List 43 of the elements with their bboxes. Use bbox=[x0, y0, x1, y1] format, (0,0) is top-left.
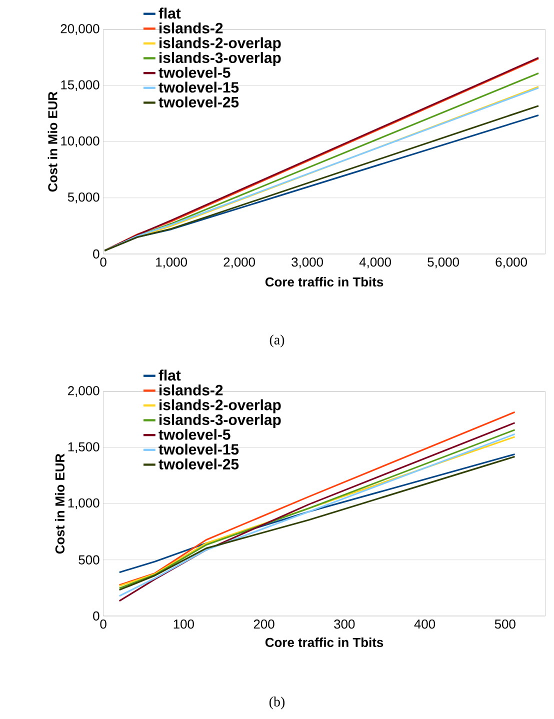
x-tick-label: 5,000 bbox=[428, 258, 459, 268]
y-tick-label: 10,000 bbox=[61, 136, 100, 148]
y-tick-label: 1,500 bbox=[68, 442, 100, 453]
x-tick-label: 100 bbox=[174, 620, 194, 629]
x-tick-label: 4,000 bbox=[359, 258, 391, 268]
y-tick-label: 0 bbox=[93, 611, 100, 621]
legend-label: islands-3-overlap bbox=[160, 52, 281, 66]
x-tick-label: 6,000 bbox=[496, 258, 527, 268]
legend-label: twolevel-15 bbox=[158, 82, 239, 93]
y-axis-title: Cost in Mio EUR bbox=[55, 454, 65, 554]
x-tick-label: 500 bbox=[494, 620, 516, 629]
legend-label: twolevel-15 bbox=[158, 444, 239, 455]
x-tick-label: 0 bbox=[100, 620, 106, 629]
legend-label: islands-2-overlap bbox=[160, 399, 281, 414]
y-tick-label: 0 bbox=[93, 249, 100, 259]
legend-label: islands-2-overlap bbox=[160, 37, 281, 52]
y-tick-label: 15,000 bbox=[61, 80, 100, 91]
x-axis-title: Core traffic in Tbits bbox=[265, 277, 384, 287]
x-tick-label: 200 bbox=[254, 620, 274, 629]
x-tick-label: 3,000 bbox=[292, 258, 323, 268]
legend-label: islands-2 bbox=[160, 384, 223, 396]
y-tick-label: 5,000 bbox=[68, 192, 100, 204]
legend-label: islands-3-overlap bbox=[160, 414, 281, 428]
y-tick-label: 2,000 bbox=[68, 386, 100, 397]
y-tick-label: 500 bbox=[78, 555, 100, 564]
text: (b) bbox=[269, 696, 285, 710]
legend-label: flat bbox=[158, 370, 181, 381]
x-axis-title: Core traffic in Tbits bbox=[265, 638, 384, 648]
x-tick-label: 0 bbox=[100, 258, 106, 267]
y-tick-label: 20,000 bbox=[60, 24, 100, 35]
y-axis-title: Cost in Mio EUR bbox=[48, 92, 58, 192]
legend-label: twolevel-25 bbox=[158, 96, 239, 108]
legend-label: twolevel-5 bbox=[158, 428, 230, 440]
y-tick-label: 1,000 bbox=[68, 498, 100, 510]
x-tick-label: 1,000 bbox=[156, 258, 187, 268]
legend-label: islands-2 bbox=[160, 22, 223, 34]
x-tick-label: 300 bbox=[334, 620, 355, 629]
x-tick-label: 400 bbox=[414, 620, 436, 629]
legend-label: twolevel-25 bbox=[158, 458, 239, 470]
legend-label: flat bbox=[158, 8, 181, 19]
x-tick-label: 2,000 bbox=[224, 258, 255, 268]
text: (a) bbox=[270, 334, 284, 348]
legend-label: twolevel-5 bbox=[158, 66, 230, 78]
